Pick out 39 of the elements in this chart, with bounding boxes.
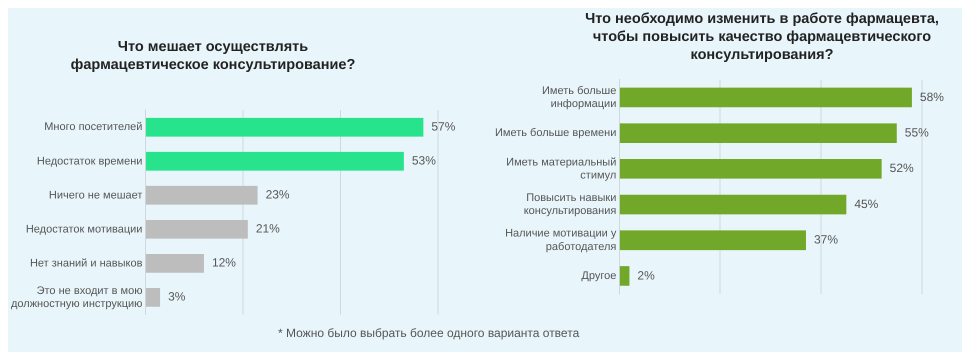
data-label: 57% bbox=[431, 120, 456, 134]
y-tick-label: Иметь материальный стимул bbox=[506, 156, 616, 182]
y-tick-label: Недостаток времени bbox=[36, 155, 142, 168]
data-label: 53% bbox=[412, 154, 436, 168]
data-label: 21% bbox=[256, 222, 280, 236]
data-label: 52% bbox=[890, 161, 914, 176]
data-label: 37% bbox=[814, 232, 838, 247]
data-label: 55% bbox=[904, 125, 930, 140]
y-tick-label: Ничего не мешает bbox=[48, 189, 142, 202]
y-tick-label: Много посетителей bbox=[44, 121, 142, 134]
y-tick-label: Это не входит в мою должностную инструкцию bbox=[10, 284, 142, 310]
chart-title: Что необходимо изменить в работе фармацевта, чтобы повысить качество фармацевтического консультирования? bbox=[584, 10, 940, 65]
bar bbox=[620, 266, 630, 286]
bar bbox=[146, 220, 248, 239]
bar bbox=[620, 88, 912, 108]
y-tick-label: Иметь больше информации bbox=[542, 84, 616, 110]
bar bbox=[620, 194, 846, 214]
y-tick-label: Недостаток мотивации bbox=[26, 223, 142, 236]
y-tick-label: Другое bbox=[581, 270, 616, 282]
chart-title: Что мешает осуществлять фармацевтическое консультирование? bbox=[70, 38, 356, 75]
bar bbox=[146, 254, 204, 273]
data-label: 58% bbox=[920, 90, 944, 104]
bar bbox=[620, 230, 806, 250]
bar bbox=[146, 288, 160, 307]
bar bbox=[146, 186, 258, 205]
bar bbox=[146, 152, 404, 171]
y-tick-label: Наличие мотивации у работодателя bbox=[505, 228, 617, 253]
bar bbox=[146, 118, 424, 137]
data-label: 23% bbox=[266, 188, 290, 202]
bar bbox=[620, 123, 897, 143]
data-label: 2% bbox=[637, 268, 656, 282]
y-tick-label: Иметь больше времени bbox=[494, 127, 616, 140]
data-label: 12% bbox=[212, 256, 236, 270]
y-tick-label: Повысить навыки консультирования bbox=[524, 192, 616, 218]
data-label: 3% bbox=[168, 290, 186, 304]
bar bbox=[620, 159, 882, 179]
text: * Можно было выбрать более одного варианта ответа bbox=[278, 326, 580, 340]
data-label: 45% bbox=[854, 196, 879, 211]
y-tick-label: Нет знаний и навыков bbox=[30, 257, 143, 270]
